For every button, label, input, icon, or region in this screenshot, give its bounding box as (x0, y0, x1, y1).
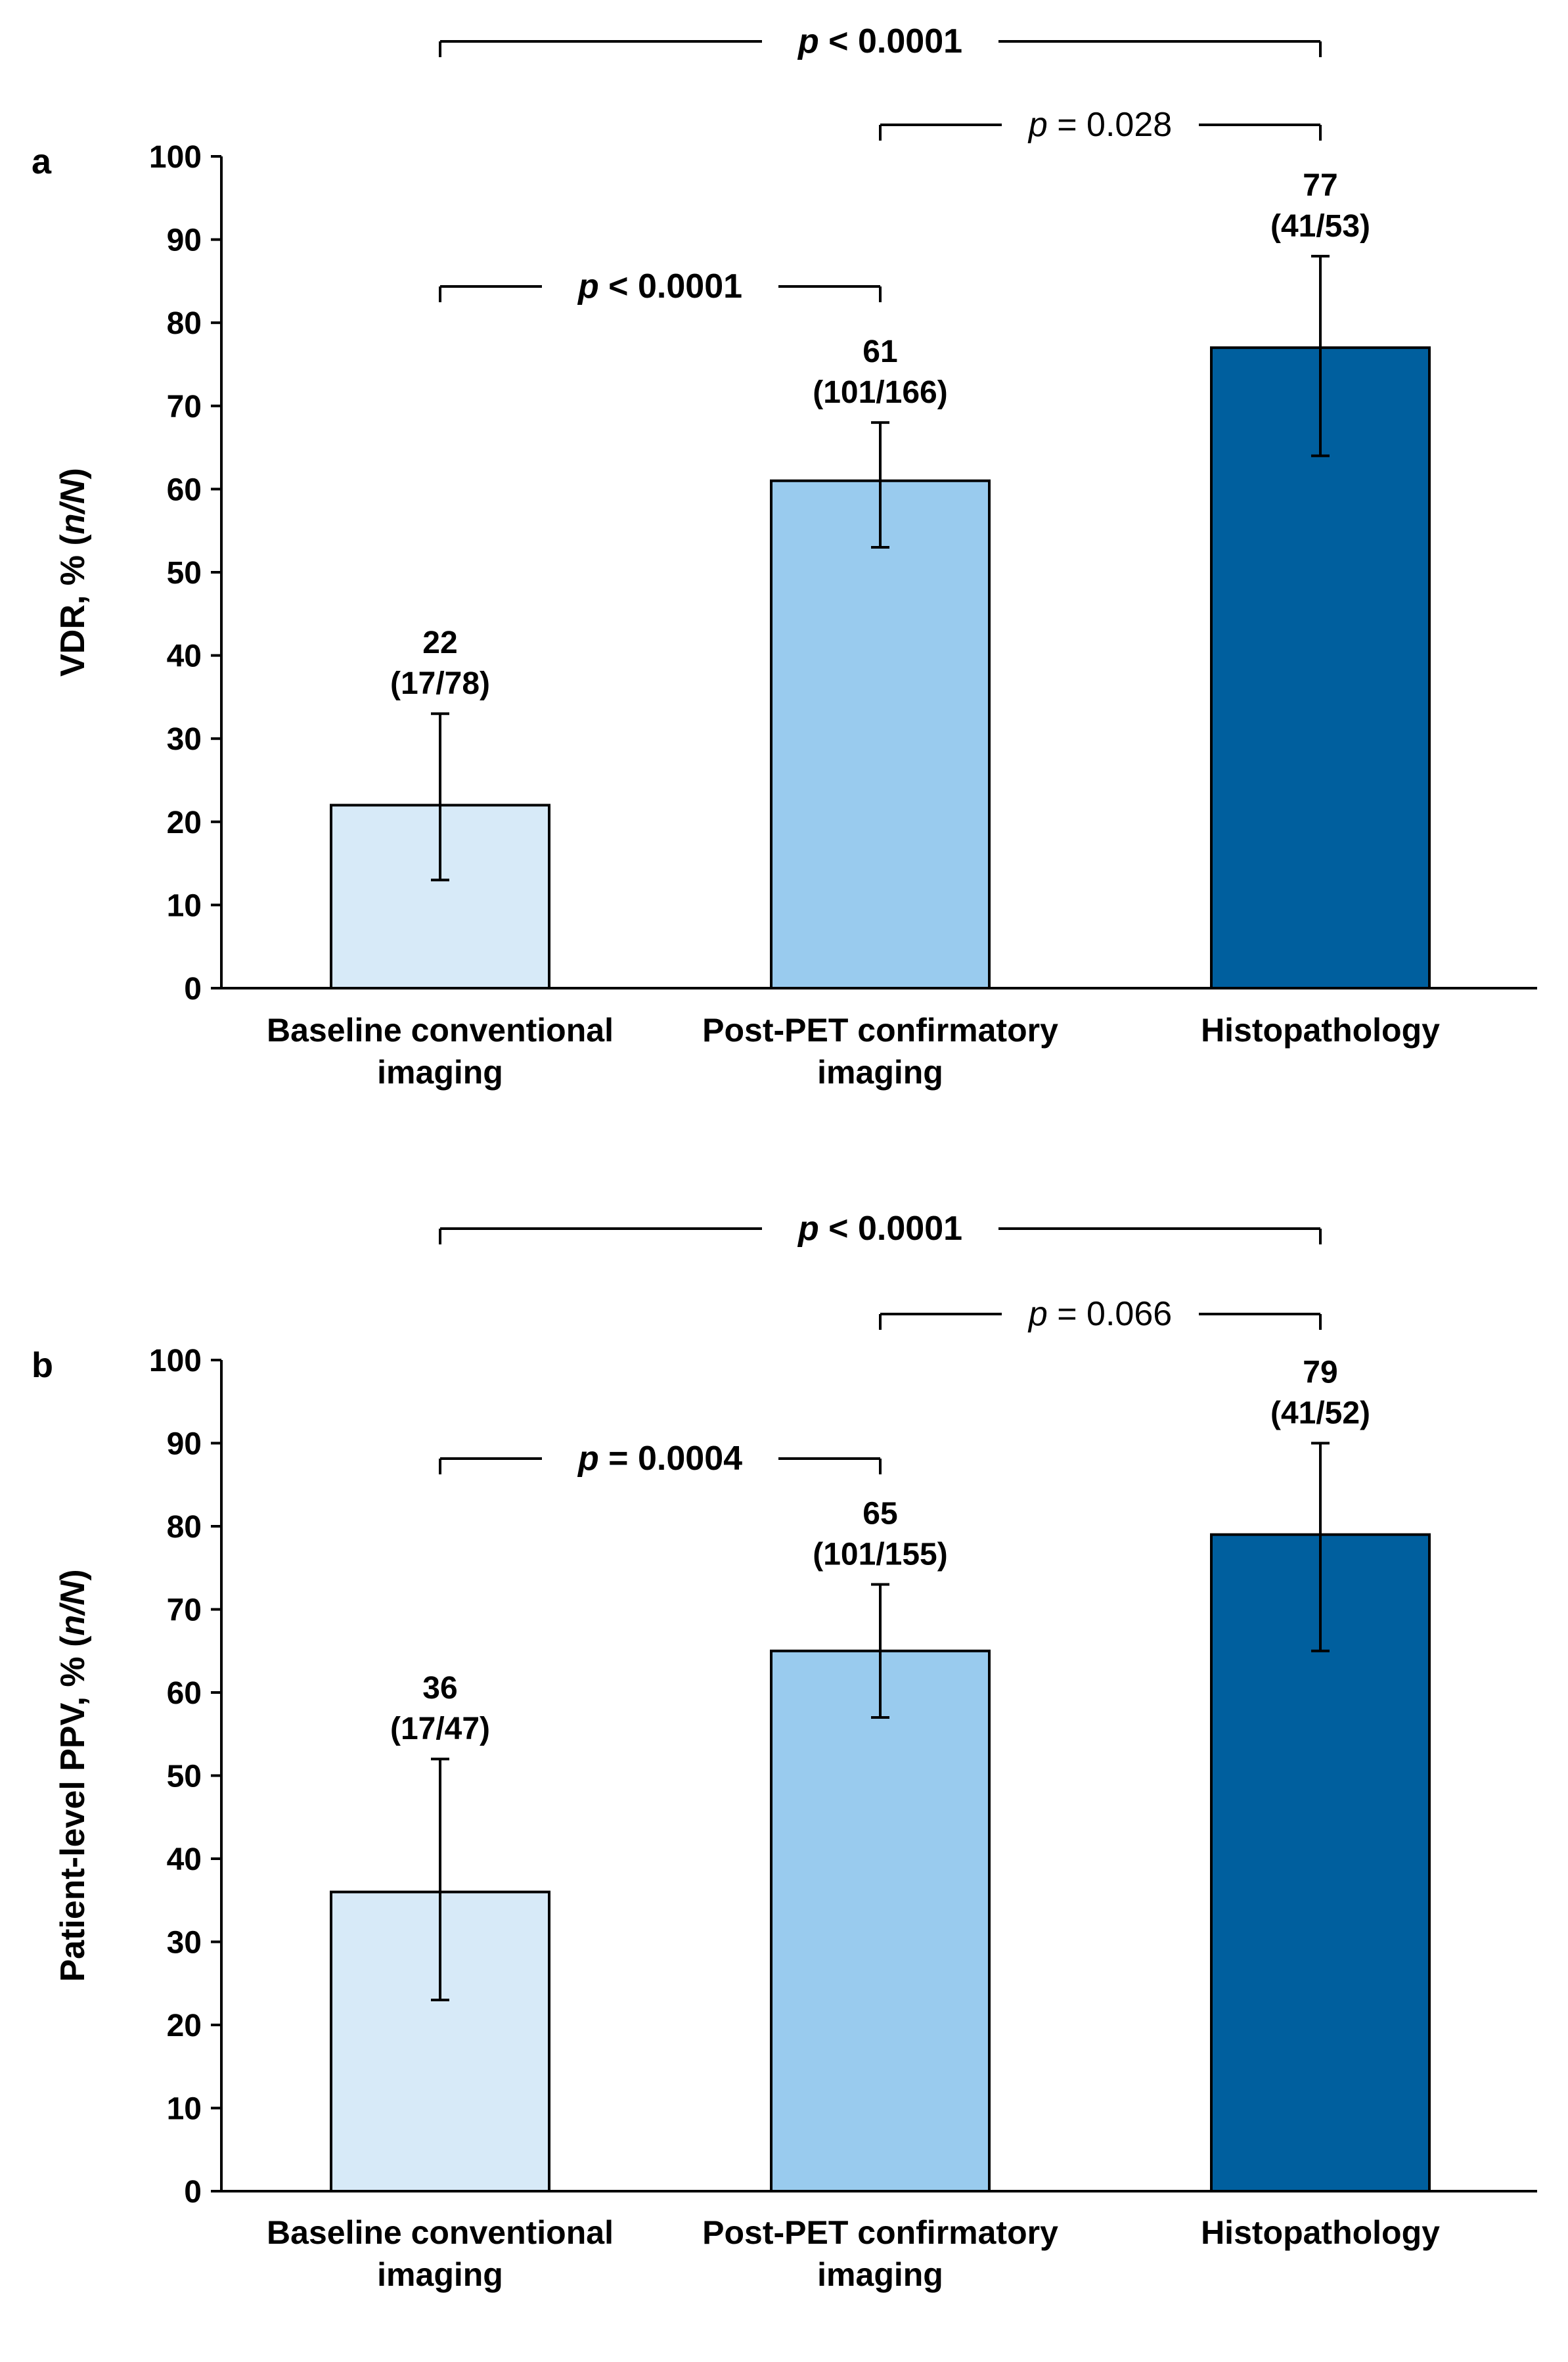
y-tick-label: 70 (167, 1593, 202, 1628)
y-tick-label: 90 (167, 1427, 202, 1462)
y-tick-label: 70 (167, 390, 202, 424)
bar (770, 1649, 991, 2192)
y-tick-label: 80 (167, 306, 202, 341)
category-label: Baseline conventional (267, 2214, 614, 2251)
p-value-label: p < 0.0001 (797, 22, 962, 60)
data-label: 77 (1303, 168, 1337, 203)
significance-bracket: p = 0.0004 (439, 1440, 882, 1478)
y-tick-label: 30 (167, 1926, 202, 1961)
data-label: (17/78) (390, 666, 490, 701)
significance-bracket: p < 0.0001 (439, 267, 882, 306)
data-label: 22 (422, 625, 457, 660)
y-tick-label: 90 (167, 223, 202, 258)
p-value-label: p < 0.0001 (797, 1210, 962, 1248)
significance-bracket: p = 0.028 (879, 106, 1322, 144)
y-tick-label: 10 (167, 2092, 202, 2127)
category-label: Histopathology (1201, 1012, 1440, 1049)
y-tick-label: 10 (167, 888, 202, 923)
y-tick-label: 60 (167, 1676, 202, 1711)
category-label: Histopathology (1201, 2214, 1440, 2251)
p-value-label: p = 0.0004 (577, 1440, 742, 1478)
y-tick-label: 60 (167, 472, 202, 507)
category-label: imaging (377, 2256, 503, 2293)
category-label: Post-PET confirmatory (702, 1012, 1058, 1049)
data-label: (101/166) (813, 375, 947, 410)
panel-a: a VDR, % (n/N) 0 10 20 30 40 50 60 70 80 90 100 22 (17… (32, 22, 1537, 1091)
data-label: (41/52) (1270, 1396, 1370, 1431)
y-axis-title: VDR, % (n/N) (54, 468, 92, 677)
data-label: 36 (422, 1671, 457, 1706)
p-value-label: p = 0.028 (1027, 106, 1172, 144)
data-label: (17/47) (390, 1712, 490, 1746)
significance-bracket: p = 0.066 (879, 1295, 1322, 1333)
y-tick-label: 0 (184, 2175, 202, 2210)
p-value-label: p < 0.0001 (577, 267, 742, 306)
y-tick-label: 20 (167, 2009, 202, 2043)
significance-bracket: p < 0.0001 (439, 1210, 1322, 1248)
y-tick-label: 50 (167, 556, 202, 591)
panel-label: b (32, 1346, 53, 1385)
category-label: imaging (817, 2256, 943, 2293)
category-label: Post-PET confirmatory (702, 2214, 1058, 2251)
data-label: 65 (862, 1497, 897, 1532)
p-value-label: p = 0.066 (1027, 1295, 1172, 1333)
bar (770, 479, 991, 989)
y-tick-label: 0 (184, 972, 202, 1007)
data-label: (41/53) (1270, 209, 1370, 244)
category-label: imaging (377, 1054, 503, 1091)
y-tick-label: 50 (167, 1760, 202, 1794)
y-tick-label: 30 (167, 722, 202, 757)
data-label: (101/155) (813, 1537, 947, 1572)
y-tick-label: 100 (149, 140, 202, 175)
y-axis-title: Patient-level PPV, % (n/N) (54, 1569, 92, 1982)
data-label: 79 (1303, 1355, 1337, 1390)
category-label: imaging (817, 1054, 943, 1091)
y-tick-label: 20 (167, 806, 202, 840)
data-label: 61 (862, 334, 897, 369)
panel-label: a (32, 142, 52, 181)
category-label: Baseline conventional (267, 1012, 614, 1049)
panel-b: b Patient-level PPV, % (n/N) 0 10 20 30 40 50 60… (32, 1210, 1537, 2293)
y-tick-label: 80 (167, 1510, 202, 1545)
y-tick-label: 100 (149, 1344, 202, 1378)
significance-bracket: p < 0.0001 (439, 22, 1322, 60)
y-tick-label: 40 (167, 1842, 202, 1877)
y-tick-label: 40 (167, 639, 202, 674)
